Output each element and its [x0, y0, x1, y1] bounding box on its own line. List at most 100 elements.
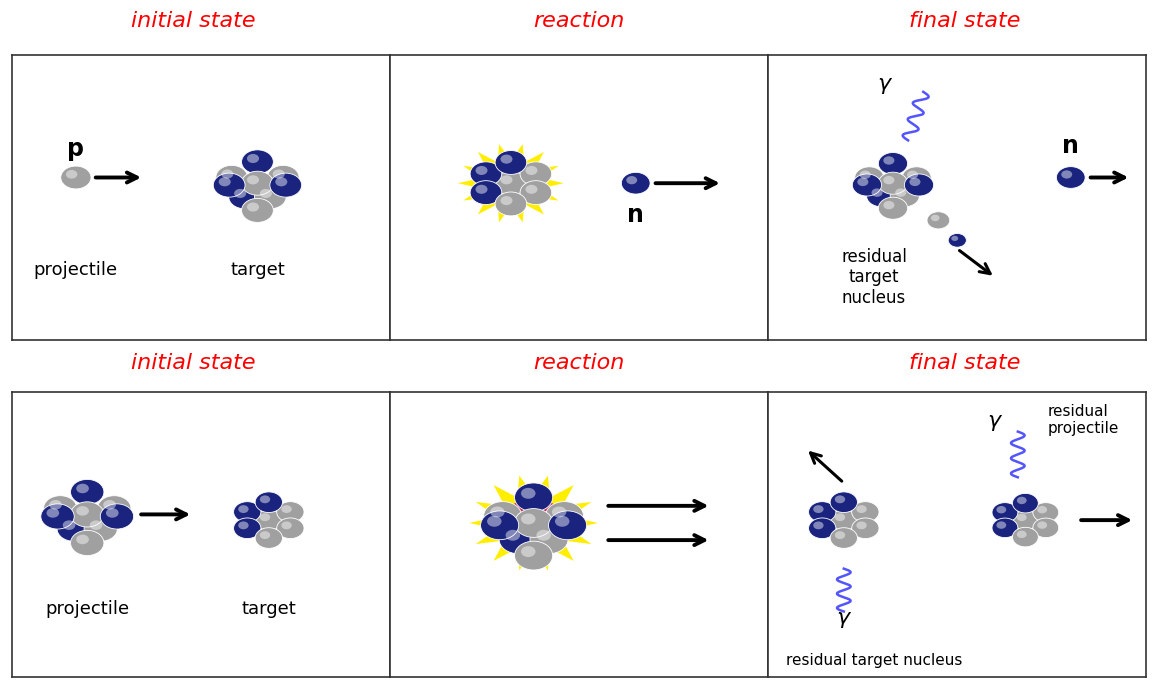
Polygon shape	[469, 475, 598, 570]
Circle shape	[835, 495, 845, 503]
Circle shape	[496, 150, 527, 174]
Circle shape	[57, 516, 90, 541]
Circle shape	[242, 198, 273, 222]
Circle shape	[895, 188, 907, 197]
Circle shape	[904, 174, 933, 196]
Circle shape	[1012, 510, 1039, 530]
Circle shape	[852, 174, 881, 196]
Circle shape	[1038, 506, 1047, 514]
Circle shape	[948, 233, 967, 247]
Circle shape	[219, 177, 230, 186]
Circle shape	[89, 521, 102, 530]
Circle shape	[555, 516, 570, 527]
Circle shape	[71, 530, 104, 555]
Circle shape	[242, 150, 273, 174]
Circle shape	[808, 501, 836, 523]
Circle shape	[872, 188, 882, 197]
Circle shape	[879, 197, 908, 220]
Circle shape	[242, 171, 273, 195]
Circle shape	[267, 166, 299, 189]
Circle shape	[526, 166, 537, 175]
Circle shape	[996, 506, 1006, 514]
Circle shape	[1017, 497, 1027, 504]
Circle shape	[66, 170, 78, 179]
Circle shape	[105, 508, 118, 518]
Circle shape	[928, 212, 950, 229]
Circle shape	[281, 505, 292, 513]
Circle shape	[247, 175, 259, 185]
Circle shape	[481, 511, 519, 540]
Circle shape	[476, 166, 488, 175]
Circle shape	[60, 166, 91, 189]
Circle shape	[41, 504, 74, 529]
Circle shape	[996, 521, 1006, 529]
Circle shape	[85, 516, 117, 541]
Circle shape	[992, 518, 1018, 538]
Circle shape	[50, 500, 61, 510]
Circle shape	[521, 546, 535, 557]
Circle shape	[521, 488, 535, 499]
Circle shape	[255, 492, 283, 512]
Circle shape	[270, 173, 301, 197]
Text: projectile: projectile	[34, 261, 118, 278]
Circle shape	[272, 170, 285, 179]
Circle shape	[884, 176, 894, 184]
Circle shape	[1017, 531, 1027, 538]
Circle shape	[1017, 514, 1027, 521]
Circle shape	[213, 173, 245, 197]
Circle shape	[530, 525, 569, 553]
Circle shape	[879, 172, 908, 194]
Circle shape	[552, 506, 566, 517]
Circle shape	[255, 185, 286, 209]
Circle shape	[884, 201, 894, 209]
Circle shape	[879, 153, 908, 174]
Circle shape	[259, 495, 270, 503]
Circle shape	[281, 521, 292, 529]
Circle shape	[830, 510, 857, 530]
Circle shape	[501, 499, 566, 547]
Text: projectile: projectile	[45, 601, 130, 618]
Circle shape	[101, 504, 133, 529]
Text: residual target nucleus: residual target nucleus	[786, 653, 962, 668]
Circle shape	[830, 528, 857, 549]
Circle shape	[234, 518, 261, 538]
Circle shape	[71, 479, 104, 505]
Circle shape	[277, 518, 305, 538]
Circle shape	[808, 518, 836, 538]
Circle shape	[255, 510, 283, 530]
Circle shape	[259, 513, 270, 521]
Circle shape	[221, 170, 233, 179]
Text: $\gamma$: $\gamma$	[878, 76, 894, 96]
Circle shape	[1033, 503, 1058, 522]
Circle shape	[891, 185, 919, 207]
Circle shape	[247, 154, 259, 163]
Circle shape	[488, 516, 501, 527]
Circle shape	[626, 176, 637, 184]
Text: n: n	[628, 202, 644, 226]
Circle shape	[1056, 167, 1085, 188]
Circle shape	[234, 501, 261, 523]
Circle shape	[622, 172, 650, 194]
Circle shape	[490, 506, 505, 517]
Circle shape	[907, 170, 918, 179]
Circle shape	[545, 501, 584, 530]
Circle shape	[500, 155, 513, 163]
Circle shape	[215, 166, 248, 189]
Circle shape	[857, 505, 866, 513]
Circle shape	[46, 508, 59, 518]
Text: reaction: reaction	[534, 11, 624, 31]
Circle shape	[229, 185, 261, 209]
Circle shape	[857, 178, 868, 186]
Circle shape	[506, 530, 520, 541]
Circle shape	[76, 506, 89, 516]
Circle shape	[500, 196, 513, 205]
Circle shape	[536, 530, 551, 541]
Circle shape	[76, 484, 89, 493]
Circle shape	[813, 505, 823, 513]
Circle shape	[470, 181, 501, 205]
Circle shape	[857, 521, 866, 529]
Circle shape	[259, 189, 272, 198]
Circle shape	[277, 501, 305, 523]
Circle shape	[866, 185, 896, 207]
Circle shape	[514, 483, 552, 512]
